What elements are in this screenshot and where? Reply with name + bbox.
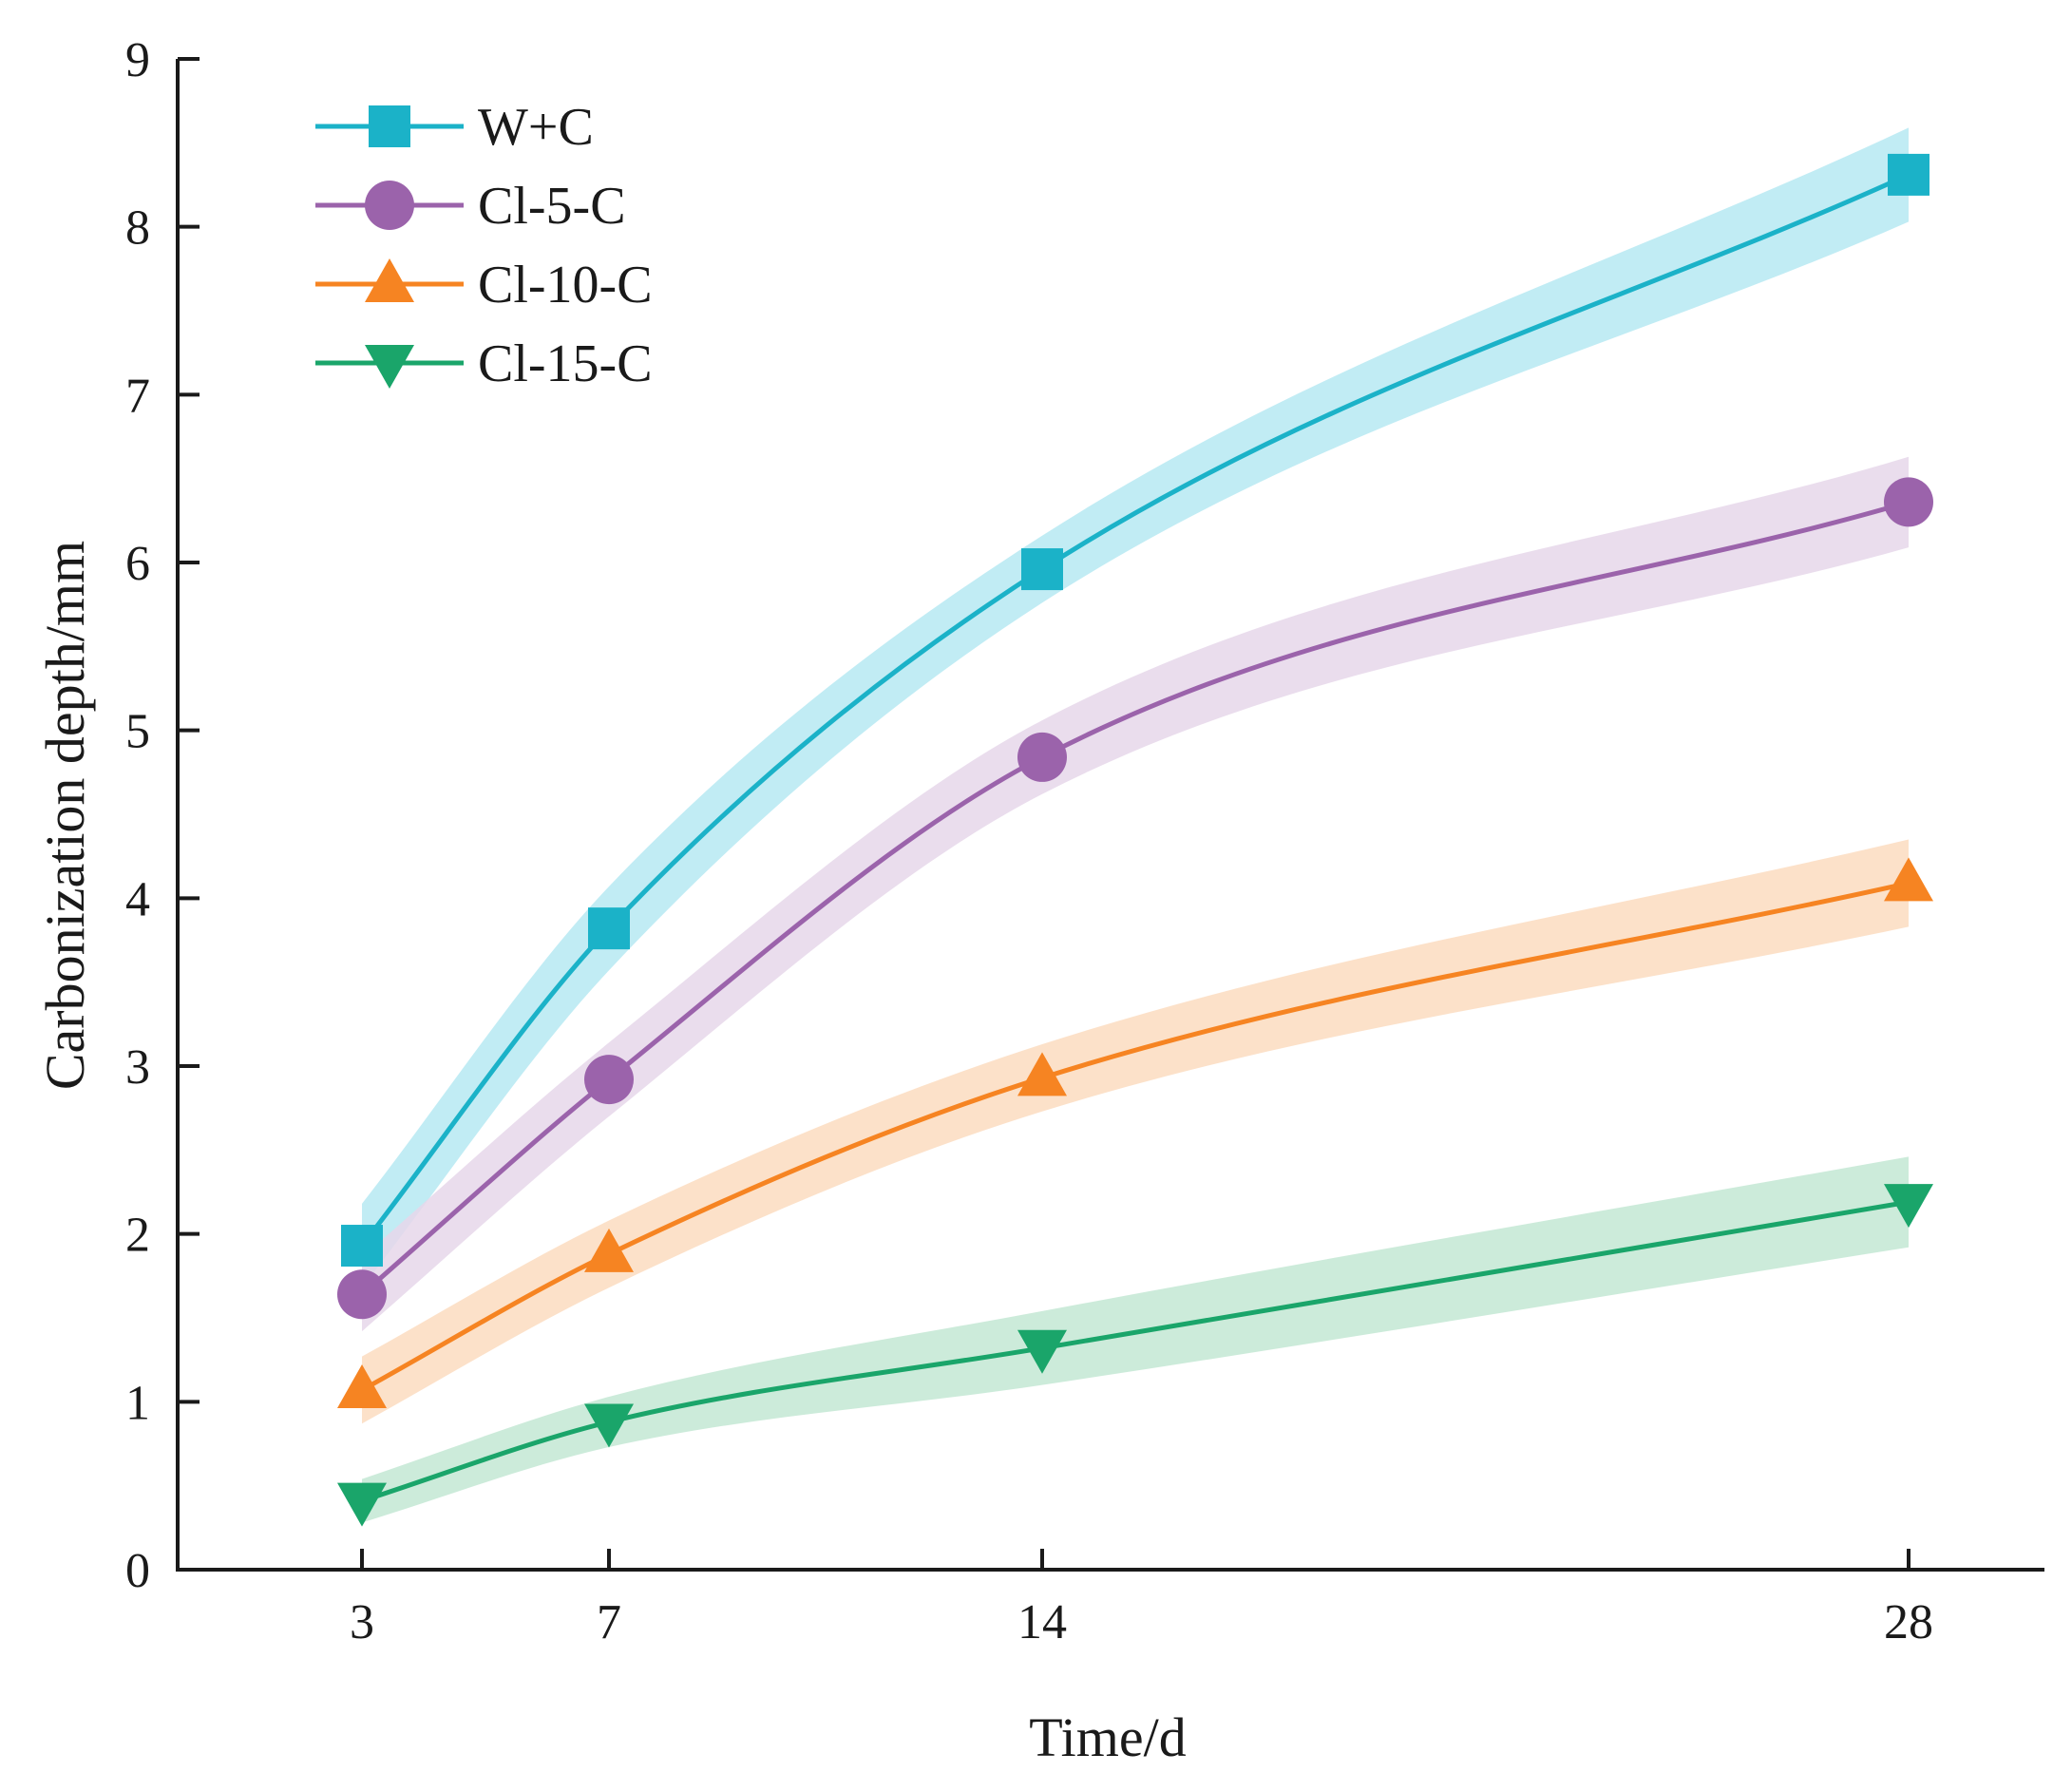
y-tick-label: 8 [125, 201, 150, 256]
x-tick-label: 28 [1884, 1595, 1933, 1649]
legend-marker [365, 181, 414, 230]
data-point [337, 1363, 387, 1408]
legend-label: Cl-15-C [478, 334, 653, 393]
y-ticks: 0 1 2 3 4 5 6 7 8 9 [125, 33, 200, 1598]
y-tick-label: 7 [125, 369, 150, 423]
data-point [1884, 477, 1933, 527]
x-ticks: 3 7 14 28 [350, 1549, 1933, 1649]
data-point [337, 1269, 387, 1320]
y-tick-label: 2 [125, 1209, 150, 1263]
data-point [337, 1482, 387, 1527]
legend-marker [369, 105, 410, 147]
legend-marker [365, 345, 414, 389]
series-markers [337, 153, 1933, 1527]
legend-label: Cl-10-C [478, 256, 653, 315]
y-tick-label: 9 [125, 33, 150, 87]
y-tick-label: 1 [125, 1376, 150, 1430]
y-tick-label: 0 [125, 1544, 150, 1598]
series-lines [360, 172, 1910, 1503]
data-point [1888, 153, 1929, 196]
series-line [360, 500, 1910, 1297]
legend-label: Cl-5-C [478, 177, 626, 236]
y-tick-label: 5 [125, 705, 150, 759]
data-point [1017, 1329, 1067, 1374]
y-tick-label: 6 [125, 537, 150, 591]
data-point [584, 1403, 634, 1448]
data-point [1021, 548, 1063, 591]
series-line [361, 1199, 1910, 1503]
x-tick-label: 7 [597, 1595, 621, 1649]
series-line [360, 172, 1910, 1248]
axes [176, 59, 2044, 1572]
data-point [588, 907, 630, 950]
data-point [584, 1228, 634, 1272]
data-point [341, 1225, 383, 1268]
y-tick-label: 4 [125, 872, 150, 926]
data-point [584, 1055, 634, 1105]
series-band [362, 1156, 1909, 1523]
y-tick-label: 3 [125, 1040, 150, 1095]
series-band [362, 127, 1909, 1288]
legend-label: W+C [478, 98, 594, 157]
x-tick-label: 3 [350, 1595, 374, 1649]
legend: W+C Cl-5-C Cl-10-C Cl-15-C [315, 98, 653, 393]
legend-marker [365, 258, 414, 302]
data-point [1884, 1184, 1933, 1229]
y-axis-title: Carbonization depth/mm [34, 541, 96, 1090]
x-axis-title: Time/d [1029, 1706, 1186, 1768]
x-tick-label: 14 [1017, 1595, 1067, 1649]
series-line [360, 880, 1910, 1393]
data-point [1017, 732, 1067, 782]
data-point [1017, 1052, 1067, 1096]
series-band [362, 839, 1909, 1424]
data-point [1884, 857, 1933, 902]
